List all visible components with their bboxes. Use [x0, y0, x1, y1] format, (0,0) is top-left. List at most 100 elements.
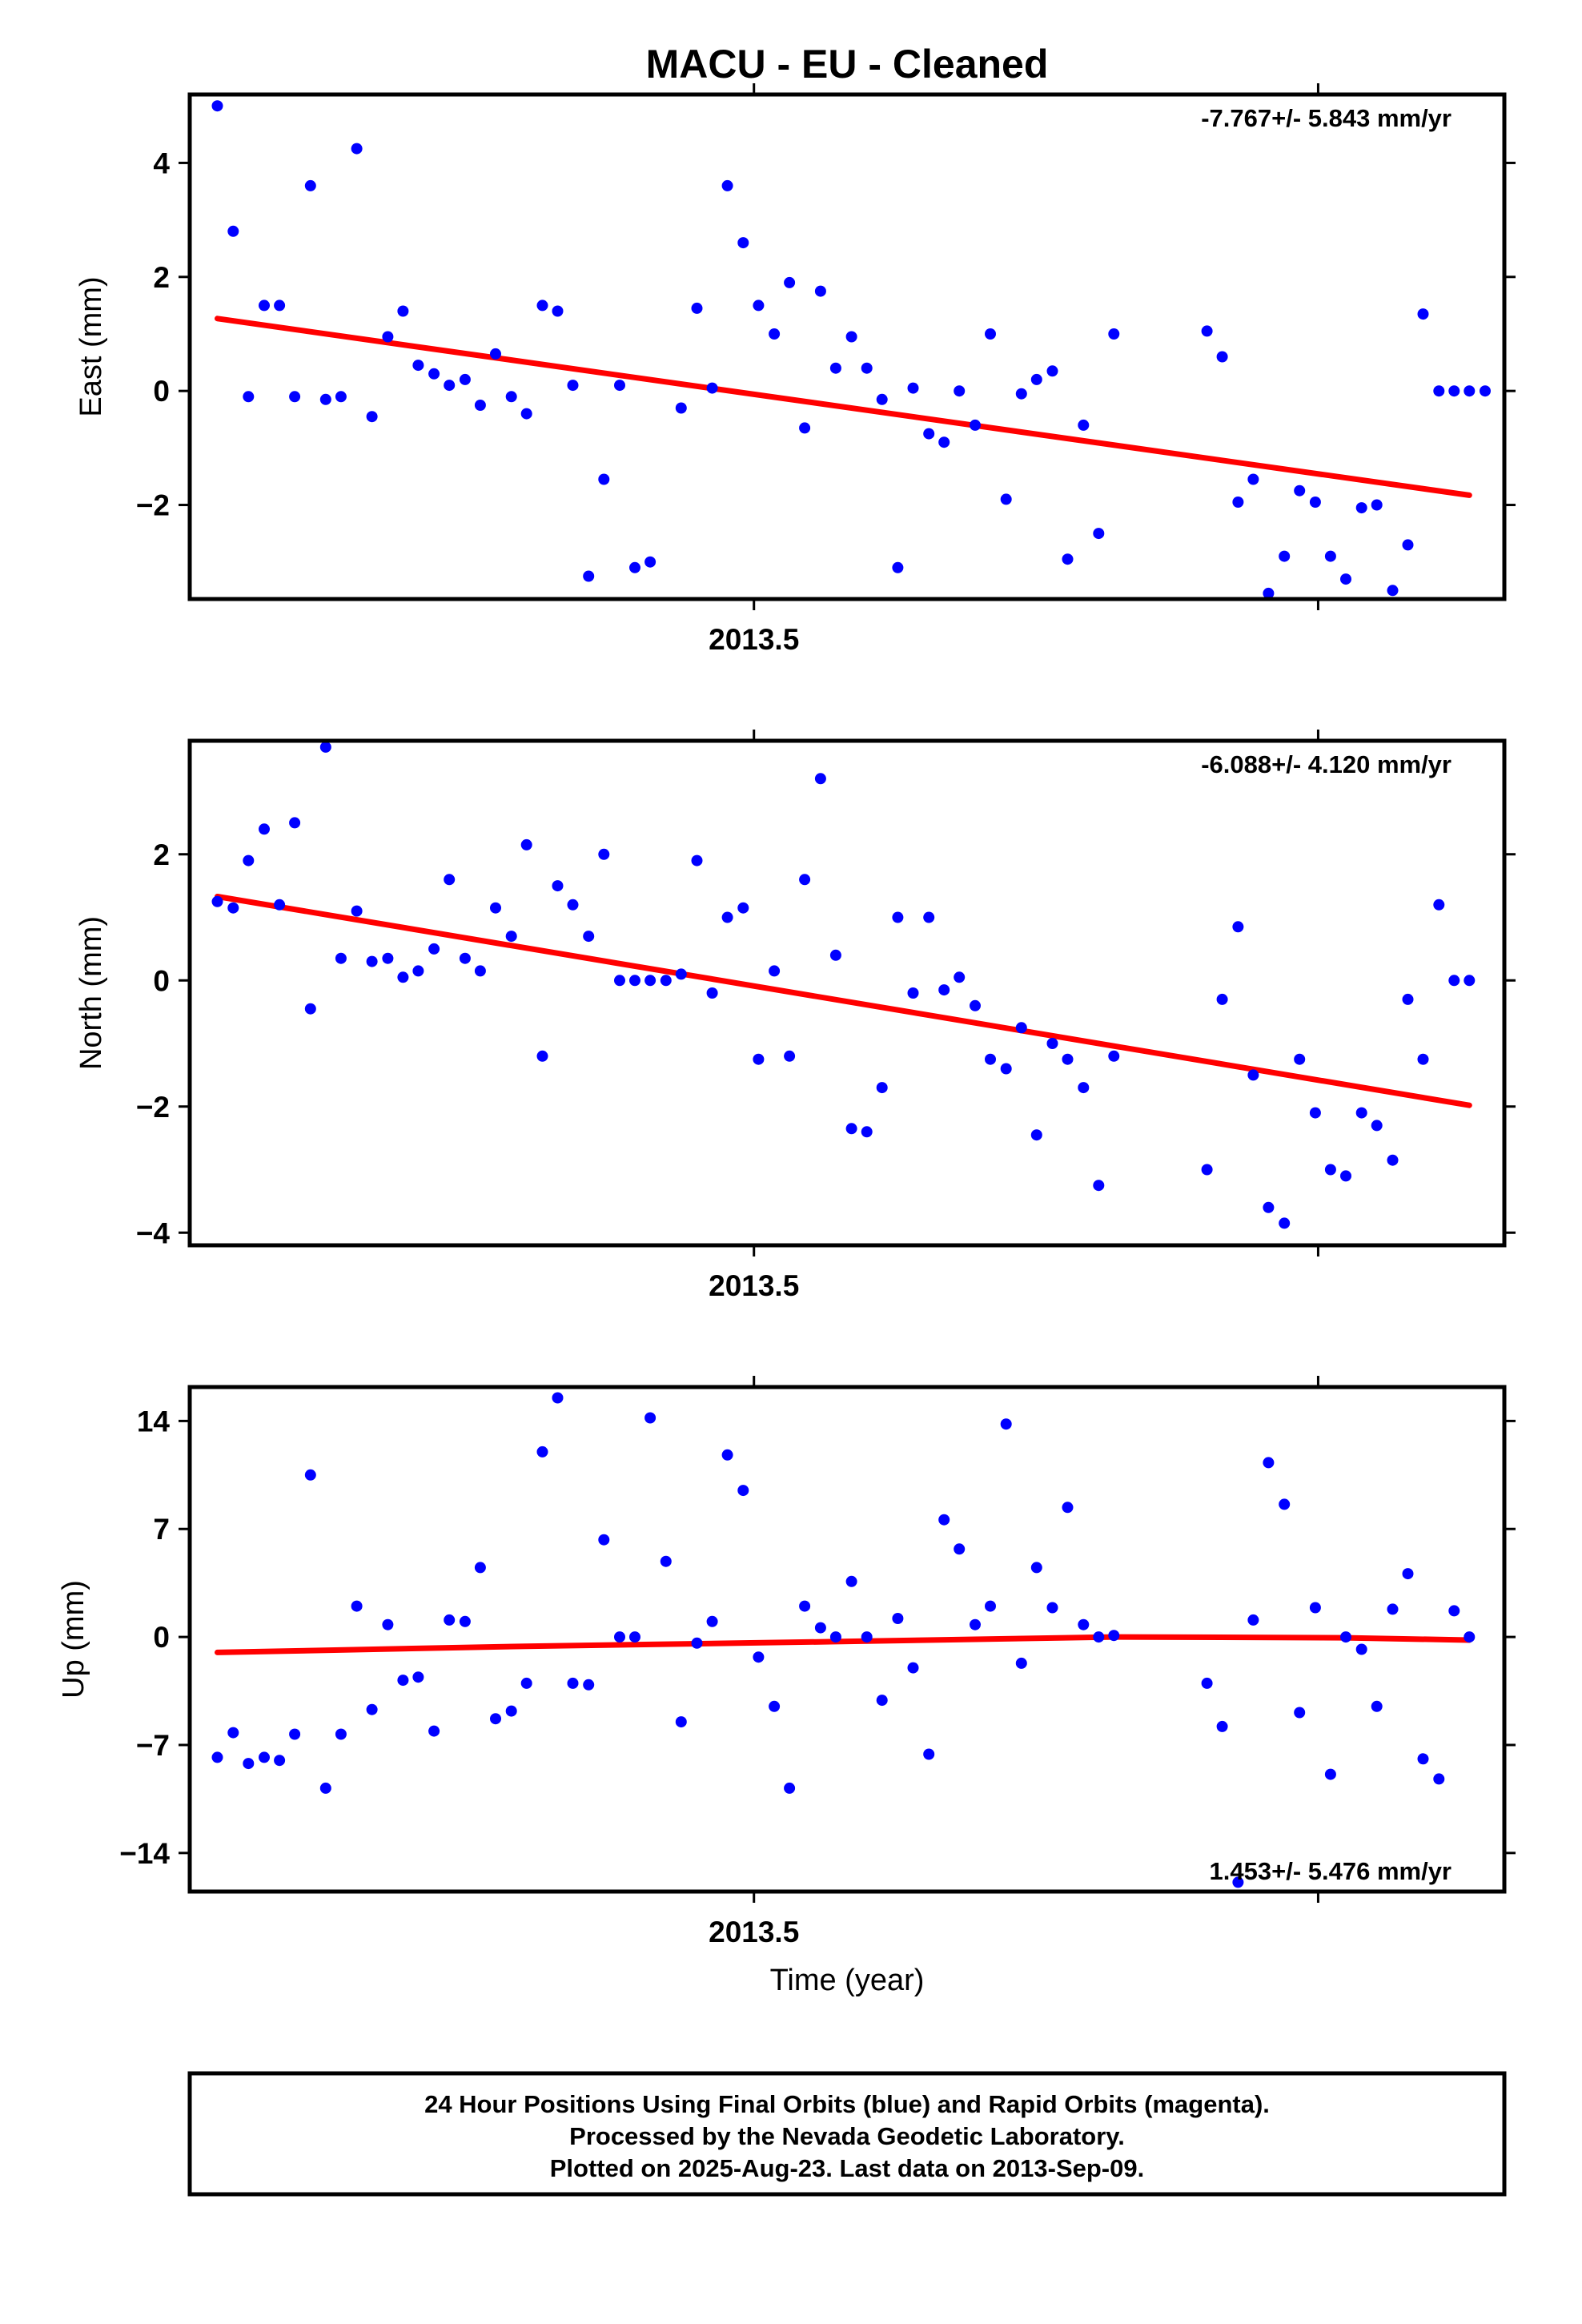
east-data-point [1294, 485, 1306, 497]
north-data-point [412, 965, 424, 977]
north-data-point [382, 952, 394, 964]
north-data-point [1324, 1164, 1336, 1176]
east-data-point [1201, 325, 1213, 337]
up-data-point [459, 1615, 471, 1627]
east-data-point [1355, 502, 1367, 514]
north-data-point [1309, 1107, 1321, 1119]
up-data-point [721, 1449, 733, 1461]
north-data-point [227, 902, 239, 914]
up-data-point [1371, 1700, 1383, 1712]
north-data-point [1417, 1053, 1429, 1065]
east-data-point [459, 373, 471, 385]
north-data-point [1263, 1201, 1275, 1213]
north-ticks: 2 0 −2 −4 2013.5 [136, 730, 1516, 1302]
up-data-point [985, 1600, 996, 1612]
east-data-point [1000, 493, 1012, 505]
up-data-point [737, 1485, 749, 1497]
north-data-point [366, 955, 378, 967]
up-data-point [1464, 1631, 1476, 1643]
up-data-point [1093, 1631, 1105, 1643]
up-data-point [505, 1705, 517, 1717]
east-data-point [799, 422, 811, 434]
north-ytick-label: 0 [153, 964, 170, 997]
north-data-point [1093, 1180, 1105, 1192]
north-data-point [1000, 1063, 1012, 1075]
footer-line-3: Plotted on 2025-Aug-23. Last data on 201… [550, 2154, 1144, 2182]
east-data-point [675, 402, 687, 414]
up-data-point [259, 1751, 270, 1763]
north-data-point [629, 975, 640, 987]
east-data-point [954, 385, 966, 397]
north-data-point [490, 902, 501, 914]
up-data-point [1402, 1568, 1414, 1580]
east-data-point [211, 100, 223, 112]
east-data-point [274, 300, 286, 312]
north-data-point [397, 971, 409, 983]
north-data-point [1464, 975, 1476, 987]
x-axis-label: Time (year) [770, 1964, 925, 1997]
east-data-point [970, 419, 981, 431]
up-data-point [861, 1631, 873, 1643]
east-rate-label: -7.767+/- 5.843 mm/yr [1201, 104, 1452, 132]
panel-up: 14 7 0 −7 −14 2013.5 Up (mm) 1.453+/- 5.476 m… [57, 1376, 1516, 1948]
north-data-point [1448, 975, 1460, 987]
up-data-point [1216, 1720, 1228, 1732]
north-data-point [1232, 921, 1244, 933]
north-xtick-label: 2013.5 [709, 1269, 799, 1302]
north-data-point [753, 1053, 765, 1065]
east-data-point [737, 237, 749, 249]
north-data-point [1371, 1120, 1383, 1132]
up-data-point [1324, 1768, 1336, 1780]
east-data-point [784, 276, 796, 288]
east-fit-layer [215, 316, 1472, 498]
east-data-point [1030, 373, 1042, 385]
up-data-point [1417, 1753, 1429, 1765]
east-data-point [243, 391, 255, 403]
north-data-point [444, 874, 456, 886]
east-data-point [505, 391, 517, 403]
up-data-point [1078, 1618, 1090, 1630]
east-data-point [335, 391, 347, 403]
up-ytick-label: 14 [137, 1405, 171, 1437]
east-data-point [861, 362, 873, 374]
north-rate-label: -6.088+/- 4.120 mm/yr [1201, 750, 1452, 778]
up-data-point [769, 1700, 781, 1712]
up-data-point [520, 1677, 532, 1689]
east-data-point [552, 305, 564, 317]
north-data-point [1402, 993, 1414, 1005]
east-ticks: 4 2 0 −2 2013.5 [136, 83, 1516, 656]
north-ytick-label: −4 [136, 1216, 171, 1249]
up-data-point [629, 1631, 640, 1643]
north-data-point [691, 854, 703, 866]
up-data-point [1355, 1643, 1367, 1655]
north-data-point [459, 952, 471, 964]
east-data-point [1279, 550, 1291, 562]
east-data-point [428, 368, 440, 380]
up-data-point [536, 1445, 548, 1458]
up-data-point [954, 1543, 966, 1555]
north-data-point [289, 817, 301, 829]
up-xtick-label: 2013.5 [709, 1916, 799, 1948]
up-data-point [1000, 1418, 1012, 1430]
up-data-point [907, 1662, 919, 1674]
north-data-point [1216, 993, 1228, 1005]
up-data-point [1433, 1773, 1445, 1785]
north-data-point [552, 880, 564, 892]
east-data-point [304, 179, 316, 191]
up-rate-label: 1.453+/- 5.476 mm/yr [1210, 1857, 1452, 1885]
north-data-point [335, 952, 347, 964]
east-data-point [520, 408, 532, 420]
north-data-point [1201, 1164, 1213, 1176]
north-data-point [938, 984, 950, 996]
east-data-point [938, 436, 950, 448]
east-data-point [351, 143, 363, 155]
north-data-point [784, 1050, 796, 1062]
north-points [211, 741, 1476, 1229]
up-ytick-label: 0 [153, 1621, 170, 1654]
north-data-point [614, 975, 625, 987]
east-data-point [227, 225, 239, 237]
north-data-point [769, 965, 781, 977]
up-data-point [1247, 1614, 1259, 1626]
up-data-point [382, 1618, 394, 1630]
up-data-point [784, 1782, 796, 1794]
